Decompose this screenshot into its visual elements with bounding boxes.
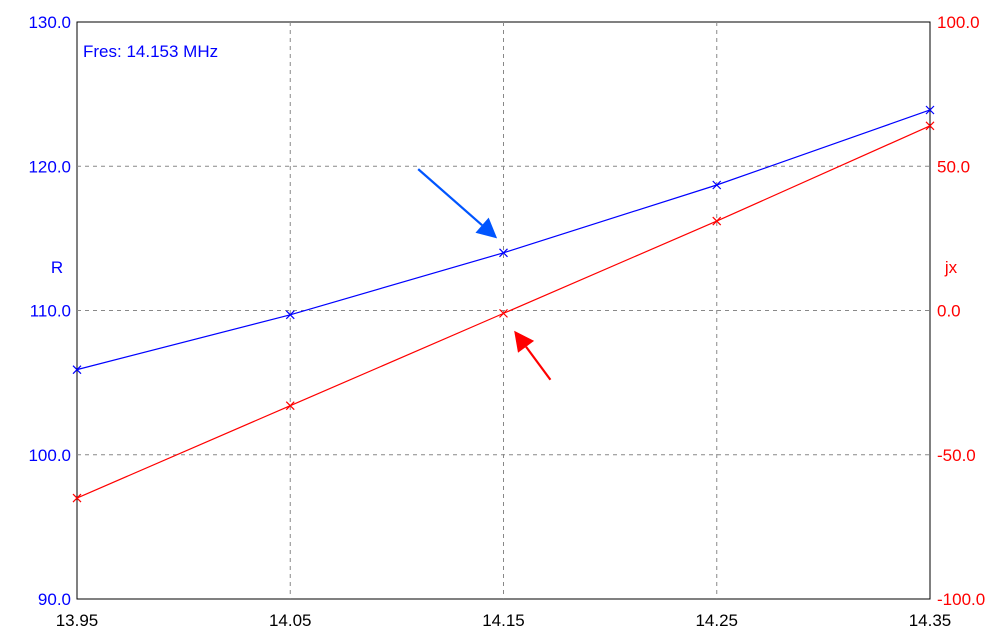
series-layer (72, 105, 935, 503)
right-tick-label: 50.0 (937, 157, 970, 176)
arrow-layer (417, 168, 552, 381)
left-tick-label: 130.0 (28, 13, 71, 32)
annotation-fres: Fres: 14.153 MHz (83, 42, 218, 61)
data-point-right (72, 493, 82, 503)
annotation-arrow (417, 168, 498, 239)
right-tick-label: -100.0 (937, 590, 985, 609)
data-point-left (499, 248, 508, 258)
left-axis-title: R (51, 258, 63, 277)
left-tick-label: 90.0 (38, 590, 71, 609)
right-tick-label: -50.0 (937, 446, 976, 465)
data-point-right (925, 121, 935, 131)
data-point-left (285, 310, 295, 320)
annotation-arrow (514, 330, 552, 381)
data-point-right (499, 308, 508, 318)
right-tick-label: 100.0 (937, 13, 980, 32)
x-tick-label: 14.05 (269, 611, 312, 630)
data-point-left (925, 105, 935, 115)
x-tick-label: 14.35 (909, 611, 952, 630)
right-axis-title: jx (944, 258, 958, 277)
left-tick-label: 110.0 (30, 302, 71, 321)
data-point-right (285, 401, 295, 411)
left-tick-label: 100.0 (28, 446, 71, 465)
data-point-right (712, 216, 722, 226)
left-tick-label: 120.0 (28, 157, 71, 176)
grid (77, 22, 930, 599)
x-tick-label: 14.25 (695, 611, 738, 630)
left-axis: 90.0 100.0 110.0 120.0 130.0 (28, 13, 71, 609)
right-tick-label: 0.0 (937, 302, 961, 321)
x-axis: 13.95 14.05 14.15 14.25 14.35 (56, 611, 952, 630)
data-point-left (72, 365, 82, 375)
x-tick-label: 14.15 (482, 611, 525, 630)
data-point-left (712, 180, 722, 190)
right-axis: -100.0 -50.0 0.0 50.0 100.0 (937, 13, 985, 609)
x-tick-label: 13.95 (56, 611, 99, 630)
